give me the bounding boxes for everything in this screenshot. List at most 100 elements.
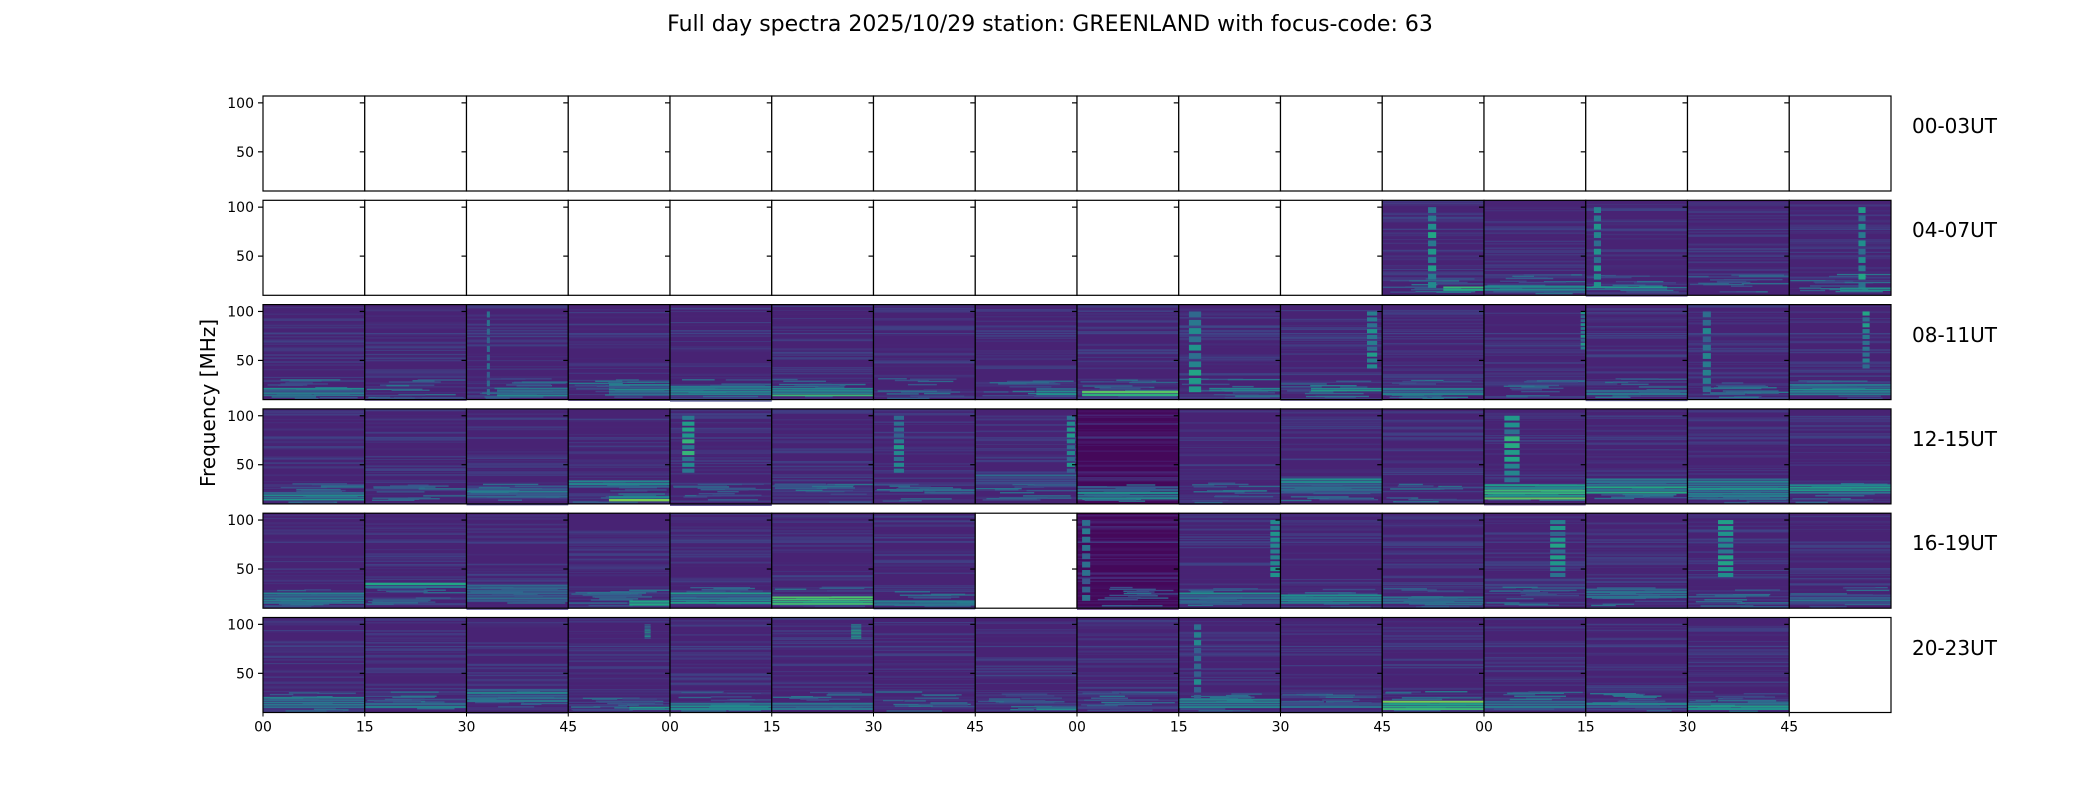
- noise-stripe: [873, 360, 976, 363]
- noise-stripe: [568, 454, 670, 456]
- noise-stripe: [466, 473, 569, 475]
- emission-band: [1178, 599, 1281, 602]
- noise-stripe: [1228, 710, 1251, 712]
- noise-stripe: [873, 586, 976, 588]
- noise-stripe: [771, 326, 874, 329]
- noise-stripe: [670, 580, 772, 583]
- noise-stripe: [1280, 629, 1383, 631]
- noise-stripe: [670, 427, 772, 430]
- noise-stripe: [1178, 672, 1281, 674]
- spectrogram-panel: [1275, 512, 1383, 609]
- noise-stripe: [263, 590, 365, 592]
- noise-stripe: [306, 600, 342, 603]
- noise-stripe: [1484, 266, 1586, 269]
- emission-band: [1082, 393, 1179, 397]
- noise-stripe: [1687, 202, 1790, 204]
- noise-stripe: [1716, 384, 1766, 387]
- noise-stripe: [364, 538, 467, 541]
- noise-stripe: [771, 541, 874, 543]
- noise-stripe: [1524, 381, 1556, 383]
- noise-stripe: [1484, 414, 1586, 416]
- noise-stripe: [1698, 593, 1733, 596]
- noise-stripe: [670, 348, 772, 350]
- noise-stripe: [1034, 394, 1077, 397]
- noise-stripe: [409, 396, 464, 399]
- panel-background: [1382, 96, 1484, 191]
- noise-stripe: [1484, 561, 1586, 564]
- noise-stripe: [466, 667, 569, 670]
- noise-stripe: [873, 310, 976, 313]
- noise-stripe: [1745, 603, 1790, 605]
- noise-stripe: [771, 617, 874, 620]
- noise-stripe: [1789, 547, 1891, 549]
- emission-band: [975, 481, 1077, 484]
- noise-stripe: [1382, 534, 1484, 536]
- emission-band: [1687, 707, 1790, 711]
- noise-stripe: [1687, 578, 1790, 580]
- noise-stripe: [364, 335, 467, 337]
- noise-stripe: [364, 687, 467, 690]
- noise-stripe: [1585, 580, 1688, 584]
- noise-stripe: [913, 597, 952, 599]
- noise-stripe: [466, 570, 569, 573]
- noise-stripe: [1434, 281, 1468, 284]
- noise-stripe: [364, 324, 467, 326]
- radio-burst: [851, 627, 862, 629]
- noise-stripe: [1382, 486, 1484, 489]
- noise-stripe: [1625, 696, 1657, 698]
- emission-band: [263, 601, 365, 604]
- spectrogram-panel: [359, 304, 468, 401]
- noise-stripe: [1382, 491, 1484, 495]
- noise-stripe: [388, 381, 441, 383]
- noise-stripe: [364, 417, 467, 419]
- noise-stripe: [779, 604, 821, 607]
- emission-band: [1789, 484, 1891, 487]
- noise-stripe: [883, 699, 904, 702]
- noise-stripe: [1077, 548, 1179, 551]
- noise-stripe: [1512, 691, 1541, 694]
- noise-stripe: [1328, 497, 1372, 499]
- noise-stripe: [1425, 691, 1468, 693]
- noise-stripe: [568, 333, 670, 335]
- noise-stripe: [364, 535, 467, 539]
- noise-stripe: [1687, 465, 1790, 467]
- noise-stripe: [1383, 588, 1427, 590]
- radio-burst: [1550, 549, 1566, 554]
- noise-stripe: [1536, 380, 1586, 382]
- radio-burst: [1188, 344, 1202, 351]
- noise-stripe: [290, 603, 324, 606]
- radio-burst: [486, 389, 490, 396]
- noise-stripe: [1280, 418, 1383, 421]
- noise-stripe: [320, 486, 365, 488]
- empty-panel: [1173, 95, 1282, 192]
- noise-stripe: [710, 704, 750, 706]
- noise-stripe: [670, 376, 772, 379]
- noise-stripe: [520, 703, 542, 705]
- noise-stripe: [771, 526, 874, 529]
- noise-stripe: [1077, 450, 1179, 452]
- radio-burst: [1082, 570, 1091, 576]
- noise-stripe: [1280, 437, 1383, 439]
- empty-panel: [563, 199, 671, 296]
- noise-stripe: [466, 344, 569, 347]
- noise-stripe: [364, 344, 467, 346]
- radio-burst: [1504, 470, 1520, 476]
- noise-stripe: [873, 706, 976, 709]
- empty-panel: [1784, 95, 1892, 192]
- emission-band: [1077, 489, 1179, 492]
- noise-stripe: [1213, 394, 1236, 396]
- noise-stripe: [568, 618, 670, 620]
- noise-stripe: [1835, 290, 1883, 293]
- noise-stripe: [873, 671, 976, 673]
- noise-stripe: [1586, 276, 1632, 279]
- noise-stripe: [771, 462, 874, 464]
- emission-band: [771, 394, 874, 397]
- noise-stripe: [1280, 373, 1383, 376]
- noise-stripe: [568, 476, 670, 478]
- noise-stripe: [878, 378, 907, 380]
- noise-stripe: [1077, 440, 1179, 442]
- noise-stripe: [1489, 590, 1540, 592]
- radio-burst: [1718, 543, 1734, 548]
- noise-stripe: [1687, 226, 1790, 228]
- noise-stripe: [873, 530, 976, 532]
